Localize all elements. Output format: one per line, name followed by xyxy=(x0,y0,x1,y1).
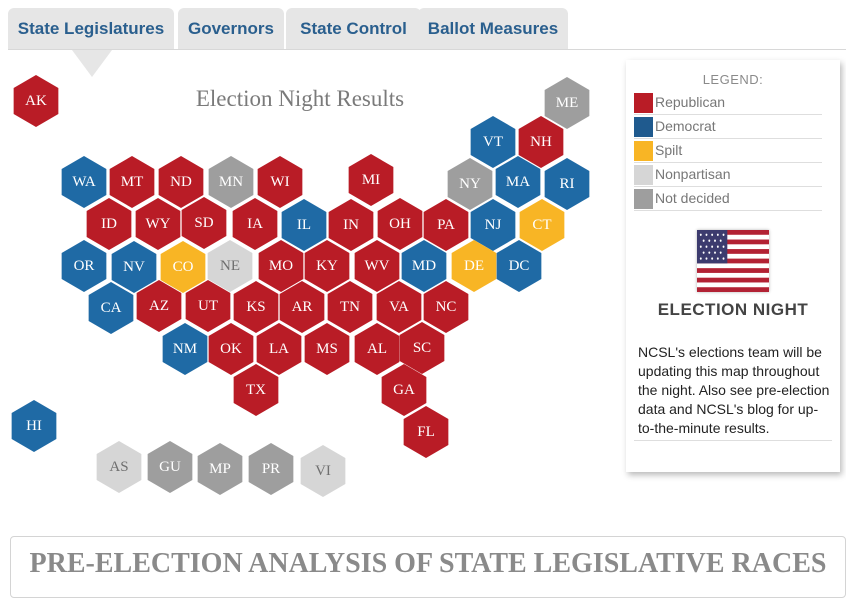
state-hex-mn[interactable]: MN xyxy=(208,156,254,208)
legend-item-split: Spilt xyxy=(634,139,822,163)
state-hex-as[interactable]: AS xyxy=(96,441,142,493)
tab-ballot-measures[interactable]: Ballot Measures xyxy=(418,8,568,49)
legend-label: Nonpartisan xyxy=(655,166,731,182)
legend-item-democrat: Democrat xyxy=(634,115,822,139)
republican-swatch xyxy=(634,93,653,113)
tab-state-legislatures[interactable]: State Legislatures xyxy=(8,8,174,49)
legend-label: Republican xyxy=(655,94,726,110)
state-hex-mp[interactable]: MP xyxy=(197,443,243,495)
state-hex-ri[interactable]: RI xyxy=(544,158,590,210)
state-hex-sd[interactable]: SD xyxy=(181,197,227,249)
map-title: Election Night Results xyxy=(195,86,405,111)
state-hex-wi[interactable]: WI xyxy=(257,156,303,208)
state-hex-pr[interactable]: PR xyxy=(248,443,294,495)
not-decided-swatch xyxy=(634,189,653,209)
state-hex-ia[interactable]: IA xyxy=(232,198,278,250)
us-flag-icon xyxy=(697,230,769,292)
section-title: PRE-ELECTION ANALYSIS OF STATE LEGISLATI… xyxy=(29,548,827,579)
election-night-description: NCSL's elections team will be updating t… xyxy=(638,344,830,436)
active-tab-pointer xyxy=(72,50,112,77)
state-hex-ks[interactable]: KS xyxy=(233,281,279,333)
legend-label: Not decided xyxy=(655,190,730,206)
legend-item-not-decided: Not decided xyxy=(634,187,822,211)
pre-election-section: PRE-ELECTION ANALYSIS OF STATE LEGISLATI… xyxy=(10,536,846,598)
election-night-title: ELECTION NIGHT xyxy=(657,300,809,319)
state-hex-al[interactable]: AL xyxy=(354,323,400,375)
state-hex-fl[interactable]: FL xyxy=(403,406,449,458)
tab-governors[interactable]: Governors xyxy=(178,8,284,49)
state-hex-mi[interactable]: MI xyxy=(348,154,394,206)
divider xyxy=(634,440,832,441)
state-hex-nm[interactable]: NM xyxy=(162,323,208,375)
state-hex-hi[interactable]: HI xyxy=(11,400,57,452)
state-hex-ms[interactable]: MS xyxy=(304,323,350,375)
split-swatch xyxy=(634,141,653,161)
tab-divider xyxy=(8,49,846,50)
state-hex-in[interactable]: IN xyxy=(328,199,374,251)
legend-item-republican: Republican xyxy=(634,91,822,115)
state-hex-wa[interactable]: WA xyxy=(61,156,107,208)
tab-state-control[interactable]: State Control xyxy=(286,8,421,49)
state-hex-oh[interactable]: OH xyxy=(377,198,423,250)
tab-bar: State Legislatures Governors State Contr… xyxy=(8,8,846,50)
state-hex-ok[interactable]: OK xyxy=(208,323,254,375)
state-hex-gu[interactable]: GU xyxy=(147,441,193,493)
legend-heading: LEGEND: xyxy=(702,72,764,87)
legend-label: Democrat xyxy=(655,118,716,134)
democrat-swatch xyxy=(634,117,653,137)
state-hex-vi[interactable]: VI xyxy=(300,445,346,497)
legend-label: Spilt xyxy=(655,142,683,158)
legend-panel: LEGEND: Republican Democrat Spilt Nonpar… xyxy=(626,60,840,472)
state-hex-nd[interactable]: ND xyxy=(158,156,204,208)
nonpartisan-swatch xyxy=(634,165,653,185)
state-hex-id[interactable]: ID xyxy=(86,198,132,250)
state-hex-wy[interactable]: WY xyxy=(135,198,181,250)
legend-item-nonpartisan: Nonpartisan xyxy=(634,163,822,187)
state-hex-or[interactable]: OR xyxy=(61,240,107,292)
state-hex-ak[interactable]: AK xyxy=(13,75,59,127)
state-hex-mt[interactable]: MT xyxy=(109,156,155,208)
